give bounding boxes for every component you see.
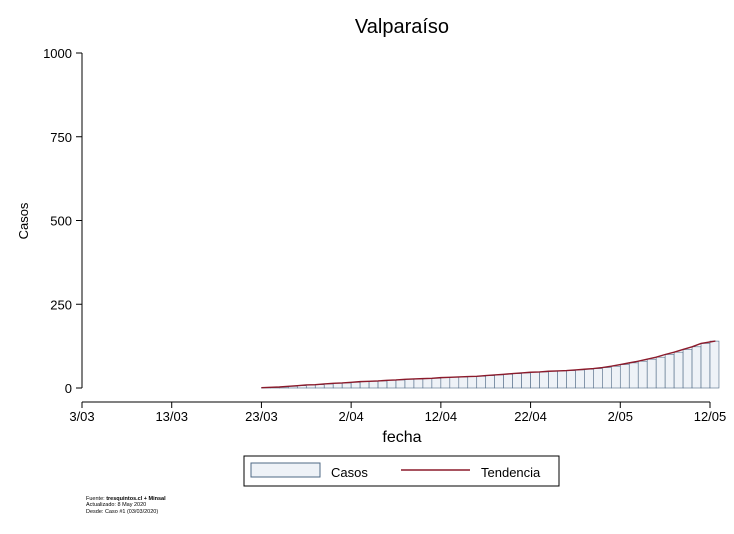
legend-label-tendencia: Tendencia: [481, 465, 541, 480]
x-axis-label: fecha: [382, 429, 421, 446]
bar: [700, 343, 711, 389]
bar: [494, 374, 504, 389]
bar: [611, 365, 621, 389]
bar: [664, 354, 675, 389]
source-line-1: Fuente: tresquintos.cl + Minsal: [86, 496, 166, 502]
plot-area: 0 250 500 750 1000 3/03 13/03 23/03 2/04 12/04 22/…: [43, 46, 726, 424]
bar: [682, 349, 693, 389]
bar: [476, 375, 487, 389]
bar: [557, 370, 567, 389]
x-tick-label: 2/05: [608, 409, 633, 424]
bar: [691, 346, 702, 389]
y-tick-label: 500: [50, 214, 72, 229]
legend-label-casos: Casos: [331, 465, 368, 480]
bar: [512, 373, 522, 389]
bar: [637, 360, 648, 389]
x-tick-label: 3/03: [69, 409, 94, 424]
source-note: Fuente: tresquintos.cl + Minsal Actualiz…: [86, 496, 166, 515]
source-line-2: Actualizado: 8 May 2020: [86, 502, 147, 509]
y-axis-label: Casos: [16, 202, 31, 239]
trend-line: [261, 340, 716, 389]
bar: [395, 379, 406, 389]
bar: [359, 381, 370, 389]
x-tick-label: 23/03: [245, 409, 278, 424]
bar: [709, 340, 720, 389]
x-tick-label: 12/04: [425, 409, 458, 424]
bar: [548, 370, 558, 389]
bar: [485, 375, 495, 389]
bar: [593, 368, 603, 389]
bar: [646, 358, 657, 389]
bar: [377, 380, 388, 389]
bar: [628, 362, 639, 389]
bar: [341, 382, 352, 389]
source-line-3: Desde: Caso #1 (03/03/2020): [86, 508, 159, 515]
legend-swatch-casos: [250, 462, 321, 478]
bar: [467, 376, 478, 389]
bar: [422, 378, 433, 389]
x-tick-label: 13/03: [155, 409, 188, 424]
x-tick-label: 2/04: [338, 409, 363, 424]
y-tick-label: 1000: [43, 46, 72, 61]
bar: [503, 373, 513, 389]
bar: [458, 376, 469, 389]
bar: [449, 376, 460, 389]
legend: Casos Tendencia: [243, 455, 560, 487]
x-tick-label: 12/05: [694, 409, 727, 424]
chart-title: Valparaíso: [355, 16, 449, 38]
bar: [584, 368, 594, 389]
bar: [530, 371, 540, 389]
bar: [332, 383, 343, 389]
bar: [440, 377, 451, 389]
y-tick-label: 750: [50, 130, 72, 145]
bar: [655, 356, 666, 389]
bar: [566, 370, 576, 389]
bar: [323, 383, 334, 389]
bar: [619, 364, 630, 389]
bar: [575, 369, 585, 389]
bar: [602, 367, 612, 389]
x-tick-label: 22/04: [514, 409, 547, 424]
bar: [673, 351, 684, 389]
bar: [350, 382, 361, 389]
bar: [413, 378, 424, 389]
bar: [386, 379, 397, 389]
y-tick-label: 250: [50, 297, 72, 312]
bar: [404, 378, 415, 389]
bar: [521, 372, 531, 389]
y-tick-label: 0: [65, 381, 72, 396]
bar: [539, 371, 549, 389]
bar: [431, 377, 442, 389]
bar: [368, 380, 379, 389]
